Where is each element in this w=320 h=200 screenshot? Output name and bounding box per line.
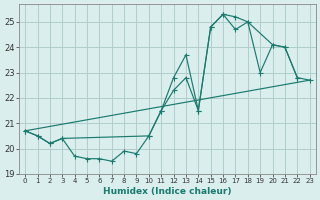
X-axis label: Humidex (Indice chaleur): Humidex (Indice chaleur)	[103, 187, 232, 196]
